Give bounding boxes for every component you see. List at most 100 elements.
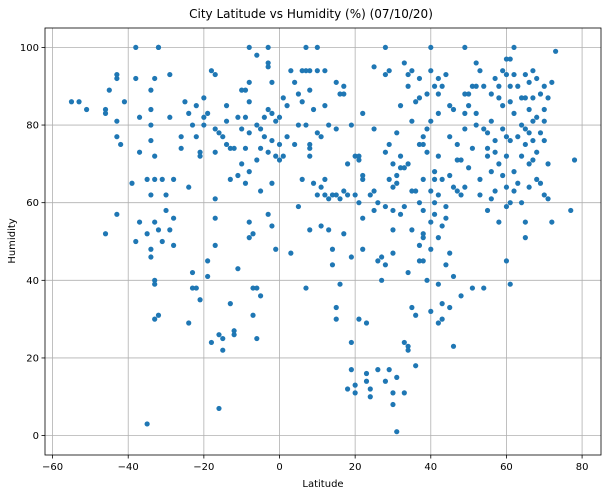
data-point <box>76 99 82 105</box>
data-point <box>356 153 362 159</box>
data-point <box>276 157 283 163</box>
data-point <box>288 250 294 256</box>
data-point <box>382 71 389 78</box>
data-point <box>212 196 218 202</box>
data-point <box>401 60 407 66</box>
data-point <box>549 79 555 85</box>
data-point <box>242 114 249 120</box>
data-point <box>242 87 249 93</box>
data-point <box>273 246 279 252</box>
data-point <box>299 99 305 105</box>
data-point <box>254 157 260 163</box>
data-point <box>114 134 120 140</box>
data-point <box>439 316 445 322</box>
data-point <box>152 277 158 283</box>
data-point <box>299 68 305 74</box>
data-point <box>265 44 271 51</box>
data-point <box>507 83 513 89</box>
x-tick-label: 20 <box>349 462 362 473</box>
data-point <box>212 242 218 248</box>
data-point <box>246 99 252 105</box>
data-point <box>114 71 120 78</box>
data-point <box>397 165 404 171</box>
data-point <box>428 308 434 314</box>
data-point <box>537 130 544 136</box>
data-point <box>447 134 453 140</box>
data-point <box>102 106 109 113</box>
data-point <box>431 169 438 175</box>
data-point <box>333 79 339 85</box>
data-point <box>515 134 521 140</box>
data-point <box>310 106 317 113</box>
data-point <box>231 328 237 334</box>
data-point <box>265 211 271 217</box>
data-point <box>503 153 510 159</box>
data-point <box>541 83 547 89</box>
y-tick-label: 40 <box>26 276 39 287</box>
data-point <box>186 320 192 326</box>
data-point <box>144 231 150 237</box>
data-point <box>522 235 528 241</box>
data-point <box>522 219 528 225</box>
data-point <box>488 196 494 202</box>
data-point <box>386 367 392 373</box>
data-point <box>322 192 328 198</box>
data-point <box>367 394 373 400</box>
data-point <box>462 44 468 51</box>
data-point <box>492 75 498 82</box>
data-point <box>303 122 309 128</box>
data-point <box>216 405 222 412</box>
data-point <box>360 246 366 252</box>
data-point <box>488 91 494 97</box>
data-point <box>511 188 517 194</box>
data-point <box>462 110 468 116</box>
data-point <box>511 71 517 78</box>
data-point <box>390 207 396 214</box>
data-point <box>541 106 547 113</box>
data-point <box>511 169 517 175</box>
data-point <box>356 200 362 206</box>
data-point <box>329 192 336 198</box>
data-point <box>254 285 260 291</box>
data-point <box>178 145 184 151</box>
data-point <box>413 363 419 369</box>
data-point <box>348 122 354 128</box>
data-point <box>299 176 305 182</box>
data-point <box>458 157 464 163</box>
data-point <box>148 137 154 144</box>
data-point <box>424 126 430 132</box>
data-point <box>534 176 540 182</box>
data-point <box>375 367 381 373</box>
data-point <box>424 91 430 97</box>
data-point <box>530 137 536 144</box>
data-point <box>337 196 343 202</box>
data-point <box>197 149 203 155</box>
data-point <box>152 316 158 322</box>
data-point <box>409 304 415 311</box>
data-point <box>246 235 252 241</box>
data-point <box>136 219 143 225</box>
data-point <box>450 184 457 190</box>
data-point <box>329 262 336 268</box>
data-point <box>541 118 547 124</box>
data-point <box>435 91 441 97</box>
data-point <box>367 386 373 392</box>
x-tick-label: 40 <box>424 462 437 473</box>
data-point <box>212 215 218 221</box>
data-point <box>273 153 279 159</box>
data-point <box>484 153 491 159</box>
data-point <box>193 134 199 140</box>
data-point <box>390 161 396 167</box>
data-point <box>549 219 555 225</box>
data-point <box>496 161 502 167</box>
grid-lines <box>45 28 601 455</box>
data-point <box>356 316 362 322</box>
data-point <box>371 126 377 132</box>
data-point <box>307 227 313 233</box>
data-point <box>280 153 286 159</box>
data-point <box>507 56 513 62</box>
data-point <box>102 110 109 116</box>
data-point <box>303 44 309 51</box>
data-point <box>420 176 426 182</box>
data-point <box>503 258 510 264</box>
